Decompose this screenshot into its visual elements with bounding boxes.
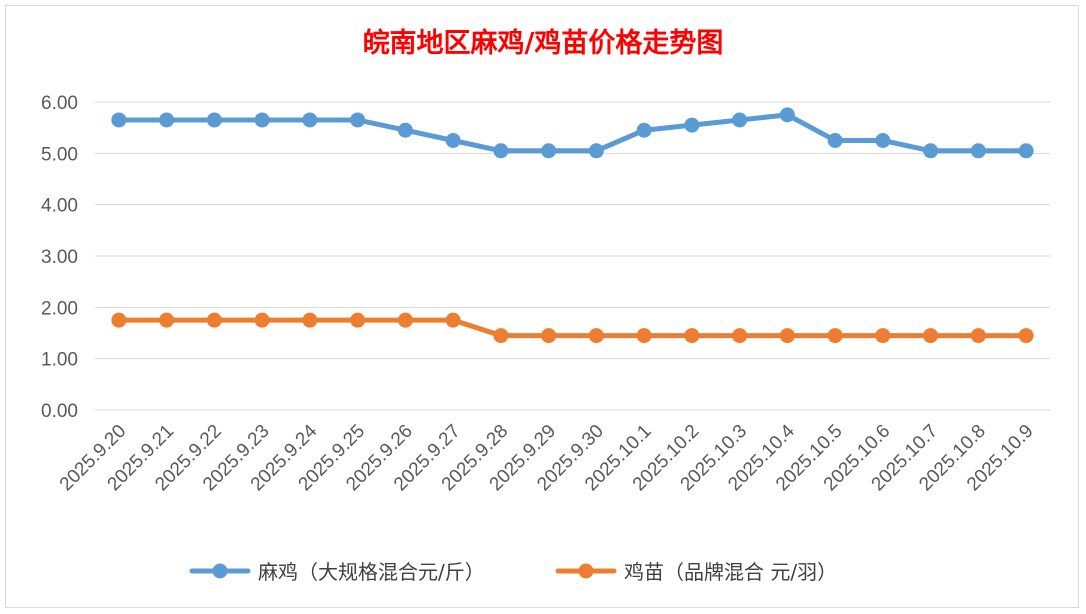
- data-point: [684, 328, 700, 344]
- data-point: [875, 133, 891, 148]
- data-point: [493, 143, 509, 159]
- data-point: [923, 143, 939, 159]
- data-point: [732, 328, 748, 344]
- data-point: [159, 312, 175, 328]
- data-point: [779, 328, 795, 344]
- data-point: [875, 328, 891, 344]
- data-point: [254, 312, 270, 328]
- legend-swatch-marker: [578, 563, 594, 579]
- data-point: [827, 133, 843, 148]
- data-point: [397, 122, 413, 138]
- data-point: [636, 328, 652, 344]
- y-tick-label: 6.00: [41, 93, 78, 114]
- data-point: [588, 328, 604, 344]
- data-point: [254, 112, 270, 128]
- data-point: [350, 112, 366, 128]
- y-tick-label: 0.00: [41, 401, 78, 422]
- series-group: [111, 107, 1034, 344]
- data-point: [684, 117, 700, 133]
- data-point: [111, 112, 127, 128]
- data-point: [970, 328, 986, 344]
- data-point: [397, 312, 413, 328]
- data-point: [588, 143, 604, 159]
- data-point: [1018, 143, 1034, 159]
- data-point: [636, 122, 652, 138]
- y-axis-ticks: 0.00 1.00 2.00 3.00 4.00 5.00 6.00: [41, 93, 78, 422]
- data-point: [445, 312, 461, 328]
- y-tick-label: 2.00: [41, 298, 78, 319]
- series-line: [116, 112, 1029, 154]
- data-point: [827, 328, 843, 344]
- series-line: [116, 317, 1029, 339]
- y-tick-label: 1.00: [41, 350, 78, 371]
- legend-swatch-marker: [212, 563, 228, 579]
- grid-lines: [95, 101, 1050, 411]
- data-point: [206, 312, 222, 328]
- data-point: [445, 133, 461, 148]
- data-point: [923, 328, 939, 344]
- data-point: [732, 112, 748, 128]
- chart-title: 皖南地区麻鸡/鸡苗价格走势图: [363, 28, 724, 59]
- data-point: [206, 112, 222, 128]
- data-point: [302, 312, 318, 328]
- data-point: [493, 328, 509, 344]
- data-point: [970, 143, 986, 159]
- chart-border: [5, 5, 1079, 608]
- data-point: [541, 328, 557, 344]
- data-point: [779, 107, 795, 123]
- data-point: [159, 112, 175, 128]
- data-point: [302, 112, 318, 128]
- data-point: [541, 143, 557, 159]
- y-tick-label: 4.00: [41, 196, 78, 217]
- legend: 麻鸡（大规格混合元/斤） 鸡苗（品牌混合 元/羽）: [189, 560, 837, 584]
- legend-label: 鸡苗（品牌混合 元/羽）: [624, 560, 837, 584]
- y-tick-label: 5.00: [41, 144, 78, 165]
- data-point: [1018, 328, 1034, 344]
- legend-label: 麻鸡（大规格混合元/斤）: [258, 560, 485, 584]
- y-tick-label: 3.00: [41, 247, 78, 268]
- data-point: [111, 312, 127, 328]
- data-point: [350, 312, 366, 328]
